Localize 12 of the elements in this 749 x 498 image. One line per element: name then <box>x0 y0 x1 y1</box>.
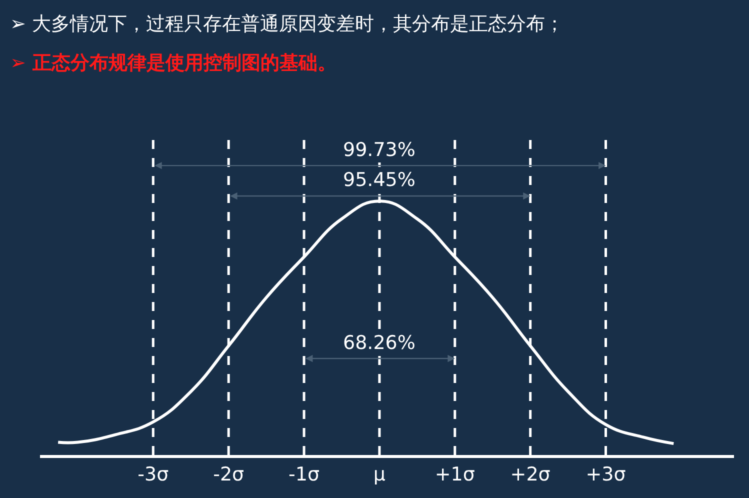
x-tick-label: -3σ <box>138 464 169 486</box>
x-tick-label: +2σ <box>510 464 550 486</box>
annotation: 99.73% <box>343 139 416 161</box>
x-tick-label: +1σ <box>434 464 475 486</box>
annotation: 68.26% <box>343 332 416 354</box>
x-tick-label: μ <box>373 464 386 486</box>
x-tick-label: -2σ <box>213 464 244 486</box>
x-tick-label: -1σ <box>288 464 320 486</box>
x-tick-label: +3σ <box>586 464 626 486</box>
chart-subtitle: ➢ 正态分布规律是使用控制图的基础。 <box>10 52 337 74</box>
chart-title: ➢ 大多情况下，过程只存在普通原因变差时，其分布是正态分布； <box>10 13 564 35</box>
annotation: 95.45% <box>343 169 416 191</box>
